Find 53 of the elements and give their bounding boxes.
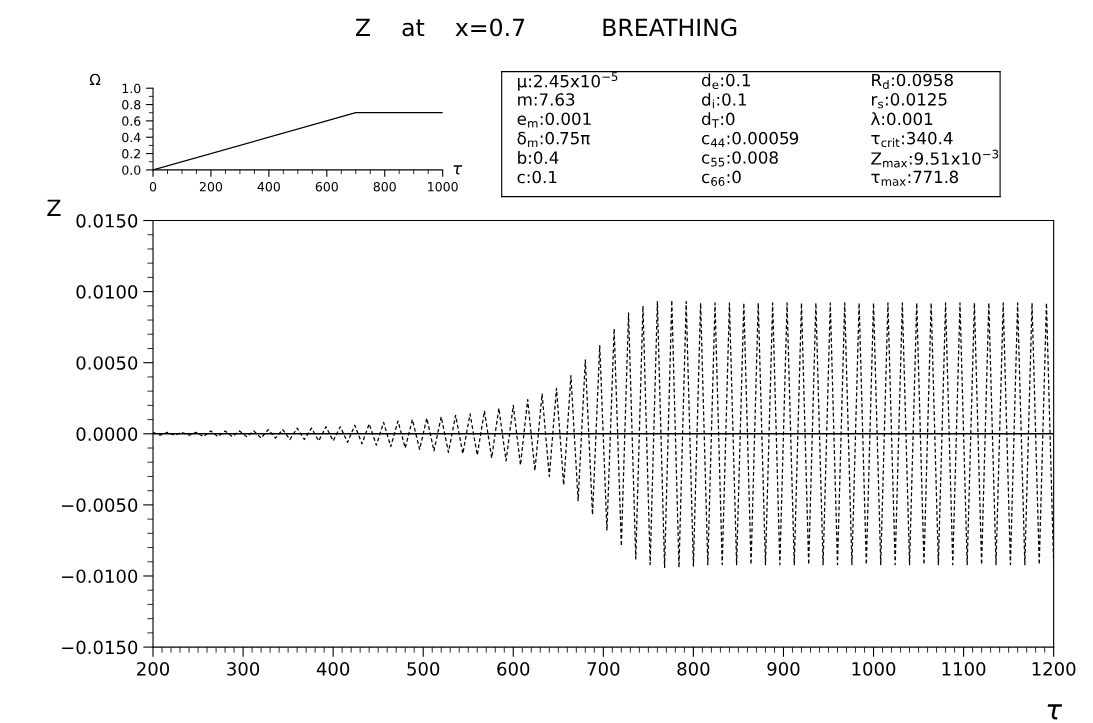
y-tick-label: −0.0050 xyxy=(62,498,138,513)
y-tick-label: −0.0150 xyxy=(62,640,138,655)
x-tick-label: 0 xyxy=(149,181,157,192)
text: c:0.1 xyxy=(517,170,557,184)
text: μ:2.45x10$^{−5}$ xyxy=(518,72,618,91)
x-tick-label: 1100 xyxy=(942,661,986,676)
y-tick-label: 0.0150 xyxy=(76,213,138,228)
text: d$_{e}$:0.1 xyxy=(701,73,750,90)
x-tick-label: 700 xyxy=(587,661,620,676)
y-tick-label: 0.0 xyxy=(122,165,141,175)
y-tick-label: 0.8 xyxy=(122,100,141,110)
text: τ$_{crit}$:340.4 xyxy=(871,131,953,148)
x-tick-label: 800 xyxy=(373,181,396,192)
x-tick-label: 500 xyxy=(407,661,440,676)
text: c$_{55}$:0.008 xyxy=(701,151,778,167)
x-tick-label: 400 xyxy=(316,661,350,676)
text: e$_{m}$:0.001 xyxy=(517,112,591,128)
text: λ:0.001 xyxy=(871,112,933,126)
y-axis-title: Z xyxy=(47,199,61,216)
y-tick-label: 0.0050 xyxy=(76,356,138,370)
x-tick-label: 800 xyxy=(677,661,710,676)
text: τ$_{max}$:771.8 xyxy=(871,170,959,186)
text: Z at x=0.7 BREATHING xyxy=(355,18,737,37)
y-tick-label: 0.0000 xyxy=(76,427,138,441)
x-tick-label: 1200 xyxy=(1032,661,1076,676)
y-tick-label: −0.0100 xyxy=(62,569,138,584)
text: R$_{d}$:0.0958 xyxy=(872,73,953,89)
text: d$_{i}$:0.1 xyxy=(701,92,747,109)
text: b:0.4 xyxy=(518,151,559,164)
y-axis-title: Ω xyxy=(89,73,101,86)
x-tick-label: 1000 xyxy=(852,661,896,676)
x-tick-label: 300 xyxy=(227,661,260,676)
text: c$_{44}$:0.00059 xyxy=(701,131,799,147)
y-tick-label: 0.6 xyxy=(122,116,141,126)
y-tick-label: 0.2 xyxy=(122,149,140,159)
text: d$_{T}$:0 xyxy=(701,112,735,128)
text: δ$_{m}$:0.75π xyxy=(517,131,590,147)
text: r$_{s}$:0.0125 xyxy=(872,93,947,109)
x-axis-title: τ xyxy=(453,165,463,175)
text: Z$_{max}$:9.51x10$^{−3}$ xyxy=(871,149,999,168)
x-tick-label: 600 xyxy=(497,661,530,676)
x-tick-label: 600 xyxy=(315,181,338,192)
y-tick-label: 1.0 xyxy=(122,83,141,94)
x-tick-label: 200 xyxy=(199,181,223,192)
y-tick-label: 0.4 xyxy=(122,132,141,143)
x-tick-label: 400 xyxy=(257,181,280,192)
y-tick-label: 0.0100 xyxy=(76,285,138,299)
x-axis-title: τ xyxy=(1047,704,1063,720)
text: m:7.63 xyxy=(518,93,575,106)
x-tick-label: 200 xyxy=(137,661,170,676)
x-tick-label: 1000 xyxy=(428,181,458,192)
x-tick-label: 900 xyxy=(767,661,800,676)
text: c$_{66}$:0 xyxy=(701,170,741,186)
